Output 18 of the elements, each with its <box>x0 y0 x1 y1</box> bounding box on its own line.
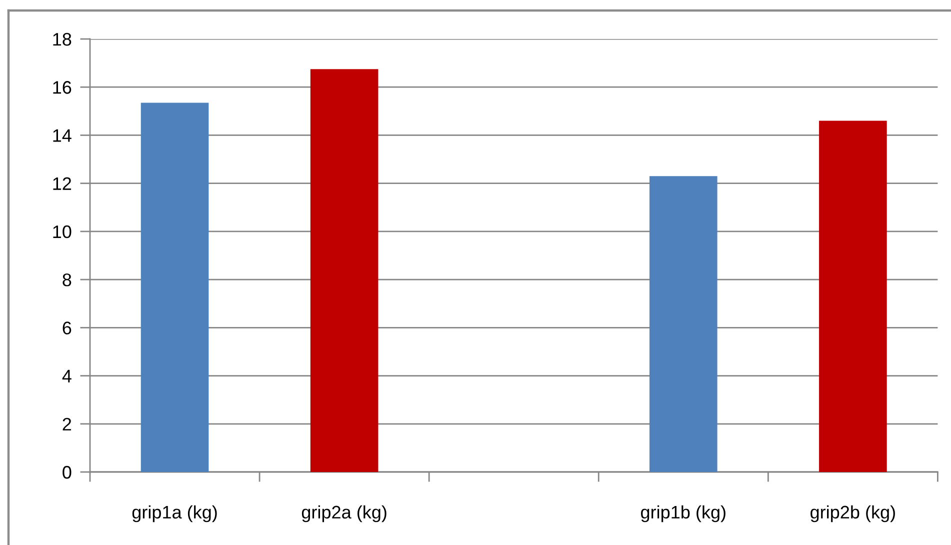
x-tick-label: grip2b (kg) <box>810 505 895 522</box>
x-tick-label: grip2a (kg) <box>302 505 386 522</box>
y-tick-label: 6 <box>62 322 72 334</box>
bar <box>819 120 887 472</box>
y-tick-label: 4 <box>62 370 72 382</box>
y-tick-label: 16 <box>53 81 72 94</box>
y-tick-label: 10 <box>53 225 72 238</box>
y-tick-label: 8 <box>62 273 72 286</box>
bar <box>310 69 378 472</box>
x-tick-label: grip1b (kg) <box>641 505 726 522</box>
y-tick-label: 12 <box>53 177 72 190</box>
bar <box>140 102 209 472</box>
y-tick-label: 14 <box>53 129 72 142</box>
x-tick-label: grip1a (kg) <box>132 505 217 522</box>
y-tick-label: 0 <box>62 466 72 479</box>
bar <box>649 176 718 472</box>
y-tick-label: 2 <box>62 418 72 430</box>
y-tick-label: 18 <box>53 32 72 46</box>
